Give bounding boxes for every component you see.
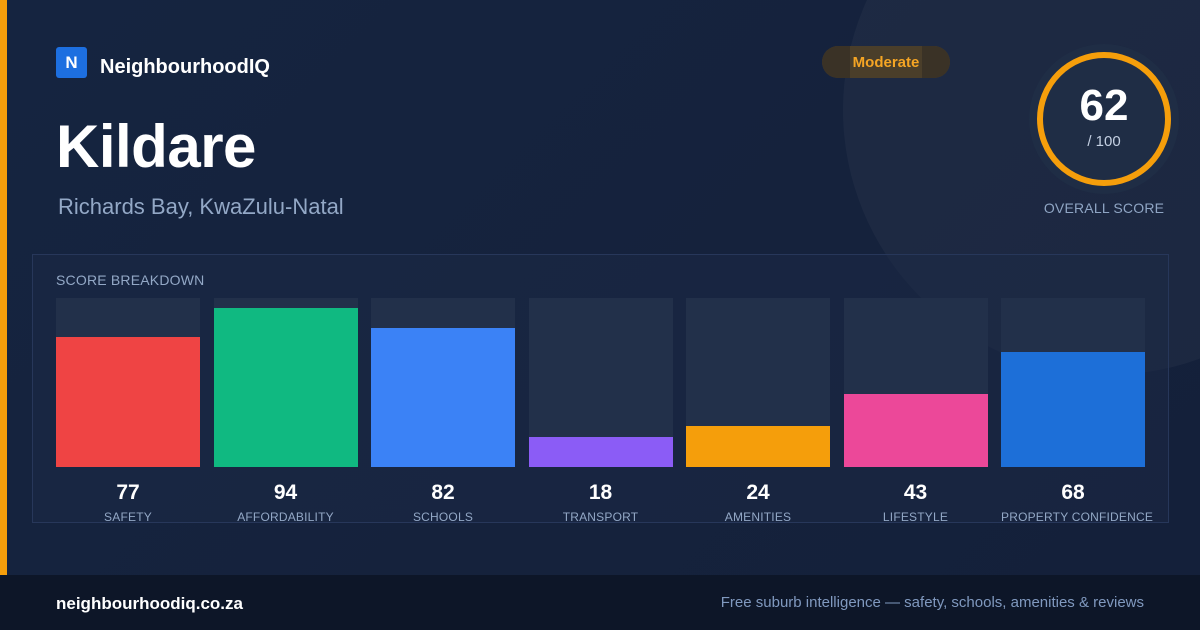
breakdown-item-safety: 77 SAFETY	[56, 298, 200, 524]
bar-value: 43	[903, 481, 928, 504]
bar-label: SCHOOLS	[412, 510, 474, 524]
bar-label: AMENITIES	[724, 510, 792, 524]
brand-name: NeighbourhoodIQ	[100, 56, 270, 78]
rating-badge-label: Moderate	[852, 53, 920, 71]
bar-track	[1001, 298, 1145, 467]
bar-fill	[371, 328, 515, 467]
brand: N NeighbourhoodIQ	[56, 46, 270, 79]
bar-value: 82	[431, 481, 455, 504]
bar-fill	[686, 426, 830, 467]
footer-tagline: Free suburb intelligence — safety, schoo…	[720, 594, 1144, 611]
page-title: Kildare	[56, 113, 256, 180]
bar-fill	[56, 336, 200, 467]
footer: neighbourhoodiq.co.za Free suburb intell…	[0, 575, 1200, 630]
bar-label: PROPERTY CONFIDENCE	[1001, 510, 1154, 524]
score-ring-progress	[1037, 52, 1171, 186]
bar-track	[371, 298, 515, 467]
breakdown-item-schools: 82 SCHOOLS	[371, 298, 515, 524]
overall-score-max: / 100	[1087, 133, 1121, 150]
bar-label: LIFESTYLE	[882, 510, 949, 524]
breakdown-item-transport: 18 TRANSPORT	[528, 298, 673, 524]
bar-value: 94	[273, 481, 298, 504]
breakdown-item-property-confidence: 68 PROPERTY CONFIDENCE	[1001, 298, 1154, 524]
bar-fill	[1001, 352, 1145, 467]
bar-value: 68	[1061, 481, 1085, 504]
bar-value: 18	[588, 481, 613, 504]
bar-track	[843, 298, 988, 467]
bar-value: 77	[116, 481, 140, 504]
overall-score-ring: 62 / 100	[1029, 44, 1179, 194]
bar-label: TRANSPORT	[562, 510, 639, 524]
bar-label: AFFORDABILITY	[237, 510, 334, 524]
score-breakdown-panel: SCORE BREAKDOWN 77 SAFETY 94 AFFORDABILITY 8…	[32, 254, 1169, 524]
footer-url[interactable]: neighbourhoodiq.co.za	[56, 594, 243, 613]
breakdown-item-amenities: 24 AMENITIES	[686, 298, 830, 524]
bar-fill	[528, 436, 673, 467]
breakdown-title: SCORE BREAKDOWN	[56, 272, 205, 288]
overall-score-caption: OVERALL SCORE	[1043, 200, 1165, 216]
breakdown-item-affordability: 94 AFFORDABILITY	[213, 298, 358, 524]
bar-fill	[213, 308, 358, 467]
rating-badge: Moderate	[822, 46, 950, 78]
bar-track	[528, 298, 673, 467]
bar-value: 24	[746, 481, 770, 504]
brand-logo-icon: N	[56, 47, 87, 78]
bar-fill	[843, 394, 988, 467]
breakdown-item-lifestyle: 43 LIFESTYLE	[843, 298, 988, 524]
location-subtitle: Richards Bay, KwaZulu-Natal	[58, 194, 344, 219]
bar-track	[213, 298, 358, 467]
overall-score-value: 62	[1079, 81, 1129, 130]
score-card: N NeighbourhoodIQ Kildare Richards Bay, …	[0, 0, 1200, 575]
bar-label: SAFETY	[104, 510, 152, 524]
bar-track	[686, 298, 830, 467]
score-ring-icon	[1029, 44, 1179, 194]
accent-bar	[0, 0, 7, 575]
bar-track	[56, 298, 200, 467]
